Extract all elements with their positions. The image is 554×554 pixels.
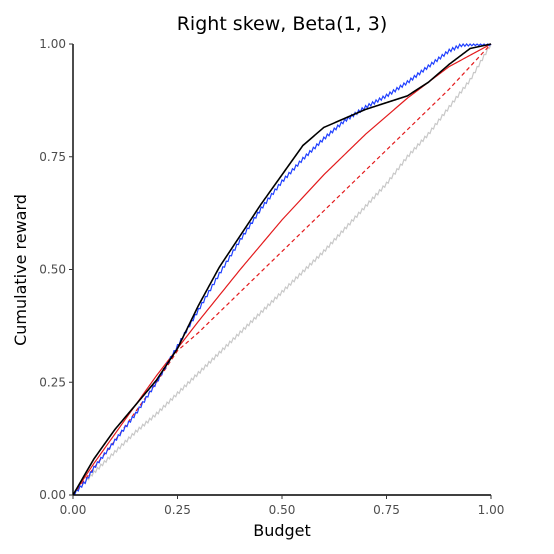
x-axis-ticks: 0.00 0.25 0.50 0.75 1.00	[60, 495, 505, 517]
x-tick-label: 0.25	[164, 503, 191, 517]
series-layer	[72, 42, 492, 496]
series-line-4	[72, 42, 492, 496]
y-axis-ticks: 0.00 0.25 0.50 0.75 1.00	[39, 37, 73, 502]
series-line-5	[72, 43, 492, 496]
x-tick-label: 0.75	[373, 503, 400, 517]
y-tick-label: 0.75	[39, 150, 66, 164]
chart-title: Right skew, Beta(1, 3)	[177, 13, 388, 35]
series-line-3	[72, 43, 492, 496]
series-line-2	[72, 43, 492, 496]
x-tick-label: 1.00	[478, 503, 505, 517]
y-tick-label: 0.50	[39, 263, 66, 277]
y-tick-label: 0.25	[39, 375, 66, 389]
x-axis-title: Budget	[253, 521, 311, 540]
y-tick-label: 1.00	[39, 37, 66, 51]
y-tick-label: 0.00	[39, 488, 66, 502]
x-tick-label: 0.50	[269, 503, 296, 517]
y-axis-title: Cumulative reward	[11, 194, 30, 346]
series-line-1	[72, 43, 492, 496]
x-tick-label: 0.00	[60, 503, 87, 517]
